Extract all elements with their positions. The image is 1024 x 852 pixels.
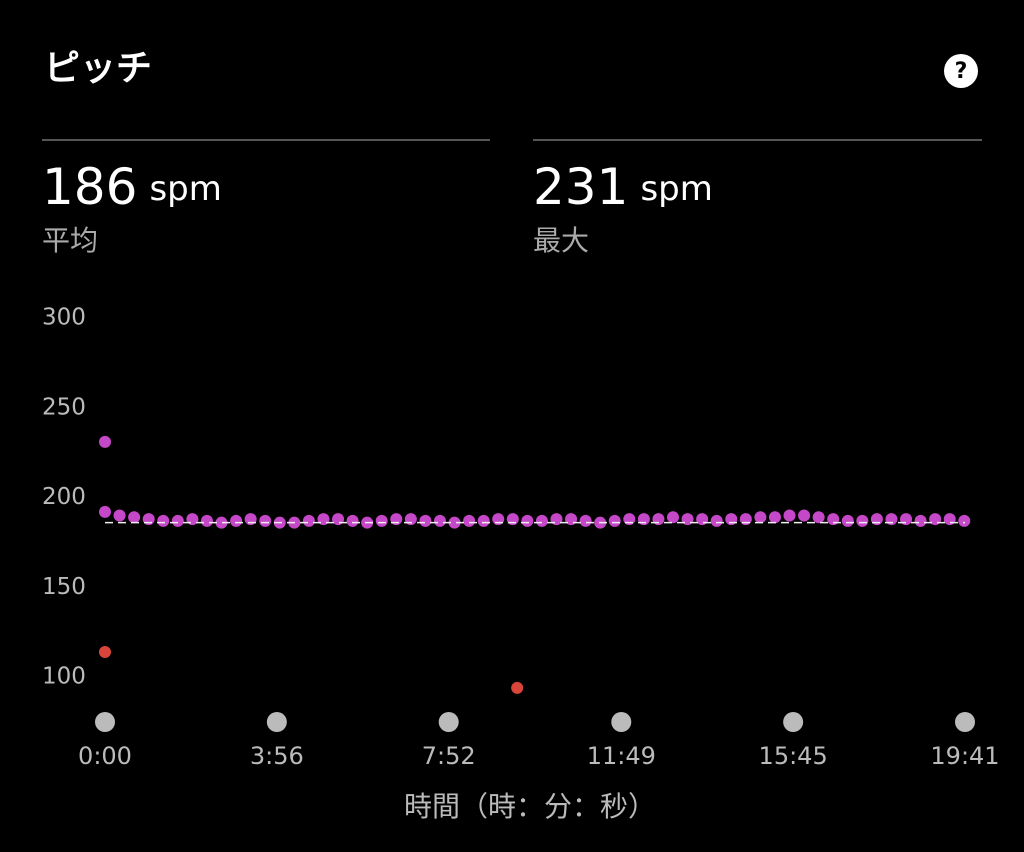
data-point	[113, 509, 126, 522]
x-tick-mark	[783, 712, 804, 732]
stat-label: 最大	[533, 224, 589, 257]
data-point	[812, 511, 825, 524]
data-point	[419, 514, 432, 527]
y-tick-label: 200	[42, 484, 86, 510]
data-point	[157, 514, 170, 527]
data-point	[710, 514, 723, 527]
data-point	[375, 514, 388, 527]
data-point	[99, 645, 111, 658]
data-point	[798, 509, 811, 522]
data-point	[535, 514, 548, 527]
y-tick-label: 150	[42, 574, 86, 600]
y-tick-label: 300	[42, 305, 86, 331]
data-point	[914, 514, 927, 527]
x-tick-label: 0:00	[78, 742, 132, 770]
data-point	[608, 514, 621, 527]
data-point	[511, 681, 524, 694]
x-tick-label: 7:52	[422, 742, 476, 770]
x-tick-label: 19:41	[930, 742, 999, 770]
data-point	[521, 514, 534, 527]
stat-number: 186	[42, 158, 137, 216]
x-tick-label: 15:45	[759, 742, 828, 770]
data-point	[171, 514, 184, 527]
stat-label: 平均	[42, 224, 98, 257]
data-point	[200, 514, 213, 527]
x-tick-mark	[438, 712, 459, 732]
y-tick-label: 100	[42, 664, 86, 690]
data-point	[783, 509, 796, 522]
data-point	[302, 514, 315, 527]
x-tick-mark	[611, 712, 632, 732]
x-tick-mark	[95, 712, 115, 732]
data-point	[477, 514, 490, 527]
data-point	[754, 511, 767, 524]
data-point	[768, 511, 781, 524]
x-tick-label: 3:56	[250, 742, 304, 770]
y-tick-label: 250	[42, 394, 86, 420]
x-tick-label: 11:49	[587, 742, 656, 770]
data-point	[841, 514, 854, 527]
data-point	[579, 514, 592, 527]
data-point	[259, 514, 272, 527]
stat-unit: spm	[640, 169, 712, 209]
data-point	[99, 505, 111, 518]
data-point	[128, 511, 141, 524]
data-point	[346, 514, 359, 527]
data-point	[856, 514, 869, 527]
data-point	[463, 514, 476, 527]
data-point	[230, 514, 243, 527]
help-icon[interactable]: ?	[955, 59, 968, 84]
data-point	[448, 516, 461, 529]
x-tick-mark	[955, 712, 975, 732]
title: ピッチ	[44, 48, 152, 89]
x-axis-label: 時間（時：分：秒）	[404, 790, 656, 823]
data-point	[99, 435, 111, 448]
stat-value: 186 spm	[42, 158, 222, 216]
data-point	[958, 514, 971, 527]
data-point	[433, 514, 446, 527]
data-point	[215, 516, 228, 529]
help-button[interactable]	[944, 54, 978, 88]
stat-unit: spm	[149, 169, 221, 209]
stat-value: 231 spm	[533, 158, 713, 216]
data-point	[666, 511, 679, 524]
x-tick-mark	[266, 712, 287, 732]
stat-number: 231	[533, 158, 628, 216]
